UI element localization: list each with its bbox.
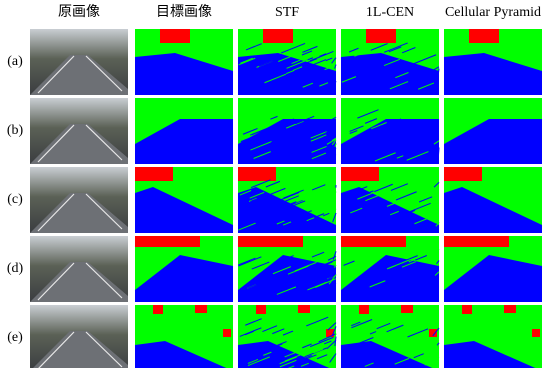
column-header: 目標画像: [156, 4, 212, 20]
segmentation-panel: [135, 98, 233, 164]
segmentation-panel: [238, 98, 336, 164]
sky-region: [135, 236, 200, 247]
row-label: (e): [7, 330, 23, 345]
segmentation-panel: [135, 167, 233, 233]
road-photo: [30, 29, 128, 95]
segmentation-panel: [341, 236, 439, 302]
sky-region: [444, 236, 509, 247]
sky-region: [256, 305, 266, 314]
sky-region: [153, 305, 163, 314]
segmentation-panel: [341, 98, 439, 164]
sky-region: [135, 167, 173, 181]
sky-region: [223, 329, 231, 337]
sky-region: [469, 29, 499, 43]
sky-region: [462, 305, 472, 314]
segmentation-panel: [135, 305, 233, 368]
sky-region: [444, 167, 482, 181]
row-label: (a): [7, 54, 23, 69]
road-photo: [30, 98, 128, 164]
column-header: 原画像: [58, 4, 100, 20]
segmentation-panel: [135, 29, 233, 95]
sky-region: [238, 167, 276, 181]
road-photo: [30, 236, 128, 302]
segmentation-panel: [135, 236, 233, 302]
segmentation-panel: [238, 305, 336, 368]
sky-region: [341, 236, 406, 247]
sky-region: [401, 305, 413, 313]
segmentation-panel: [238, 236, 336, 302]
segmentation-panel: [444, 305, 542, 368]
figure: 原画像 目標画像 STF 1L-CEN Cellular Pyramid (a) (b) (c…: [0, 0, 548, 368]
column-header: 1L-CEN: [366, 5, 414, 20]
road-photo: [30, 305, 128, 368]
segmentation-panel: [238, 167, 336, 233]
row-label: (c): [7, 192, 23, 207]
segmentation-panel: [341, 167, 439, 233]
row-label: (b): [7, 123, 24, 138]
sky-region: [359, 305, 369, 314]
segmentation-panel: [444, 167, 542, 233]
segmentation-panel: [444, 29, 542, 95]
segmentation-panel: [444, 236, 542, 302]
column-header: Cellular Pyramid: [445, 5, 541, 20]
column-header: STF: [275, 5, 299, 20]
sky-region: [298, 305, 310, 313]
sky-region: [341, 167, 379, 181]
sky-region: [366, 29, 396, 43]
road-photo: [30, 167, 128, 233]
sky-region: [263, 29, 293, 43]
sky-region: [504, 305, 516, 313]
segmentation-panel: [444, 98, 542, 164]
sky-region: [160, 29, 190, 43]
segmentation-panel: [341, 29, 439, 95]
segmentation-panel: [341, 305, 439, 368]
row-label: (d): [7, 261, 24, 276]
sky-region: [532, 329, 540, 337]
sky-region: [238, 236, 303, 247]
sky-region: [195, 305, 207, 313]
noise-streak: [438, 148, 439, 156]
segmentation-panel: [238, 29, 336, 95]
